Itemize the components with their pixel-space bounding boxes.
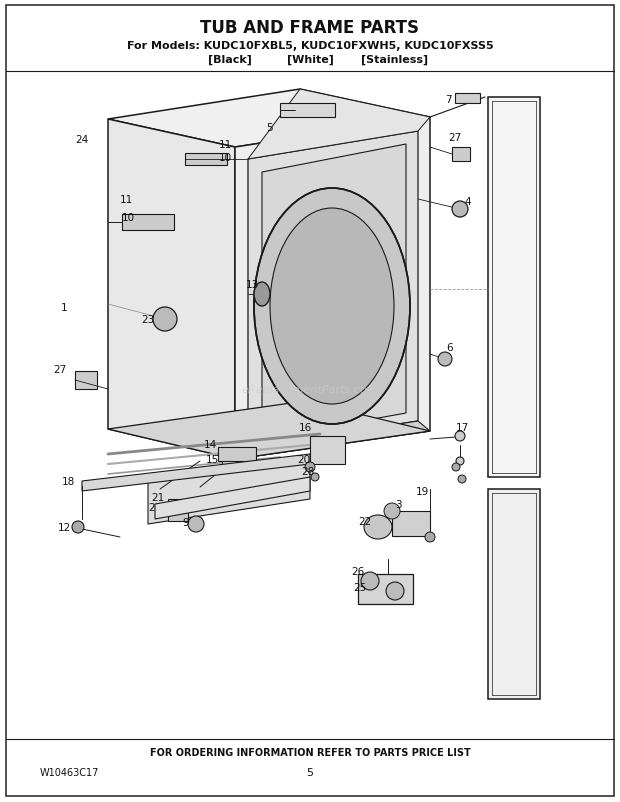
Polygon shape (488, 489, 540, 699)
Bar (218, 448, 256, 461)
Bar (392, 512, 430, 537)
Text: FOR ORDERING INFORMATION REFER TO PARTS PRICE LIST: FOR ORDERING INFORMATION REFER TO PARTS … (149, 747, 471, 757)
Ellipse shape (452, 202, 468, 217)
Polygon shape (235, 118, 430, 460)
Text: 13: 13 (246, 280, 259, 290)
Text: 3: 3 (395, 500, 401, 509)
Text: 10: 10 (122, 213, 135, 223)
Text: 12: 12 (58, 522, 71, 533)
Ellipse shape (361, 573, 379, 590)
Polygon shape (235, 422, 430, 460)
Text: 26: 26 (352, 566, 365, 577)
Ellipse shape (153, 308, 177, 331)
Text: 24: 24 (76, 135, 89, 145)
Bar (75, 371, 97, 390)
Text: 1: 1 (61, 302, 68, 313)
Ellipse shape (384, 504, 400, 520)
Polygon shape (262, 145, 406, 439)
Ellipse shape (311, 473, 319, 481)
Text: 27: 27 (53, 365, 66, 375)
Text: [Stainless]: [Stainless] (361, 55, 428, 65)
Ellipse shape (188, 516, 204, 533)
Text: 28: 28 (301, 467, 314, 476)
Ellipse shape (425, 533, 435, 542)
Ellipse shape (305, 463, 315, 472)
Text: 5: 5 (267, 123, 273, 133)
Ellipse shape (455, 431, 465, 441)
Text: W10463C17: W10463C17 (40, 767, 99, 777)
Polygon shape (148, 457, 310, 525)
Bar (452, 148, 470, 162)
Text: 11: 11 (120, 195, 133, 205)
Bar (455, 94, 480, 104)
Text: 6: 6 (446, 342, 453, 353)
Text: 10: 10 (218, 153, 231, 163)
Text: 18: 18 (61, 476, 74, 486)
Polygon shape (248, 132, 418, 448)
Polygon shape (108, 90, 430, 148)
Text: [White]: [White] (286, 55, 334, 65)
Ellipse shape (438, 353, 452, 367)
Text: 5: 5 (306, 767, 314, 777)
Polygon shape (108, 119, 235, 460)
Text: 9: 9 (183, 517, 189, 528)
Ellipse shape (254, 188, 410, 424)
Polygon shape (248, 90, 430, 160)
Text: 20: 20 (298, 455, 311, 464)
Polygon shape (108, 402, 430, 460)
Text: [Black]: [Black] (208, 55, 252, 65)
Polygon shape (82, 455, 310, 492)
Text: 14: 14 (203, 439, 216, 449)
Text: 16: 16 (298, 423, 312, 432)
Text: 25: 25 (353, 582, 366, 592)
Text: 23: 23 (141, 314, 154, 325)
Ellipse shape (456, 457, 464, 465)
Text: 21: 21 (151, 492, 165, 502)
Text: TUB AND FRAME PARTS: TUB AND FRAME PARTS (200, 19, 420, 37)
Ellipse shape (270, 209, 394, 404)
Ellipse shape (386, 582, 404, 600)
Bar (358, 574, 413, 604)
Text: eReplacementParts.com: eReplacementParts.com (242, 384, 378, 395)
Text: 22: 22 (358, 516, 371, 526)
Bar (168, 500, 188, 521)
Polygon shape (488, 98, 540, 477)
Ellipse shape (254, 282, 270, 306)
Ellipse shape (364, 516, 392, 539)
Bar (122, 215, 174, 231)
Bar (280, 104, 335, 118)
Ellipse shape (72, 521, 84, 533)
Text: 27: 27 (448, 133, 462, 143)
Text: 4: 4 (464, 196, 471, 207)
Text: 15: 15 (205, 455, 219, 464)
Ellipse shape (452, 464, 460, 472)
Ellipse shape (458, 476, 466, 484)
Bar (185, 154, 227, 166)
Text: 19: 19 (415, 486, 428, 496)
Text: 2: 2 (149, 502, 156, 512)
Text: 7: 7 (445, 95, 451, 105)
Polygon shape (155, 477, 310, 520)
Text: For Models: KUDC10FXBL5, KUDC10FXWH5, KUDC10FXSS5: For Models: KUDC10FXBL5, KUDC10FXWH5, KU… (126, 41, 494, 51)
Bar (222, 461, 252, 469)
Bar (310, 436, 345, 464)
Text: 17: 17 (455, 423, 469, 432)
Text: 11: 11 (218, 140, 232, 150)
